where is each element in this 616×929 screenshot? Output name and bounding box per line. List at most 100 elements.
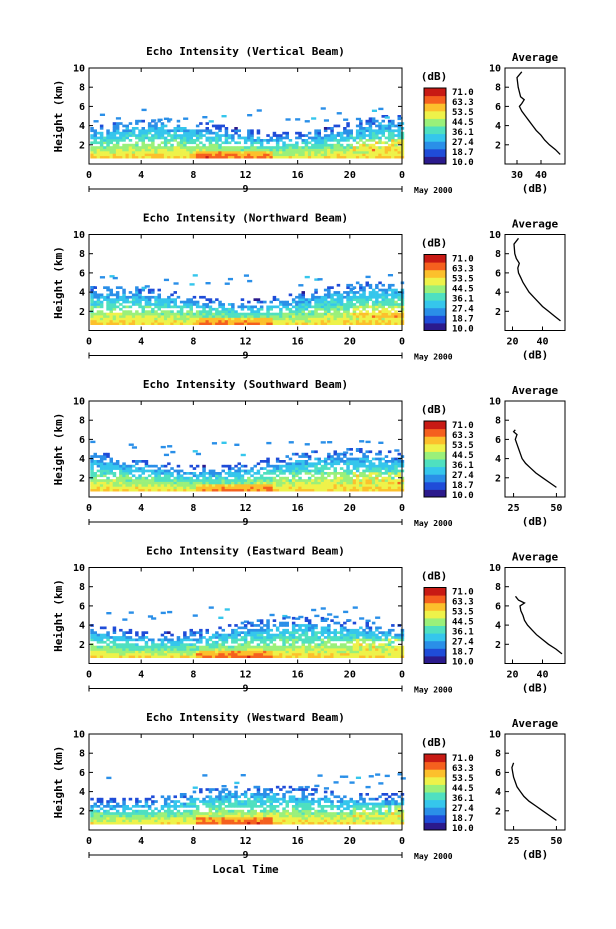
heatmap-cell	[157, 148, 161, 152]
colorbar-swatch	[424, 451, 446, 460]
heatmap-cell	[384, 655, 389, 658]
heatmap-cell	[375, 298, 379, 301]
heatmap-cell	[384, 312, 389, 316]
heatmap-cell	[192, 274, 198, 277]
heatmap-cell	[99, 633, 104, 637]
heatmap-cell	[119, 464, 123, 468]
heatmap-cell	[128, 469, 133, 473]
heatmap-cell	[163, 809, 168, 813]
heatmap-cell	[336, 153, 341, 157]
heatmap-cell	[368, 305, 373, 309]
heatmap-cell	[256, 312, 261, 316]
heatmap-cell	[176, 645, 181, 649]
heatmap-cell	[314, 650, 318, 654]
heatmap-cell	[138, 148, 142, 152]
heatmap-cell	[275, 467, 280, 470]
heatmap-cell	[307, 312, 312, 316]
heatmap-cell	[240, 648, 245, 651]
colorbar-label: 10.0	[452, 491, 474, 501]
heatmap-cell	[128, 467, 133, 470]
heatmap-cell	[122, 479, 126, 482]
heatmap-cell	[381, 151, 385, 154]
heatmap-cell	[259, 476, 264, 480]
heatmap-cell	[122, 293, 126, 297]
heatmap-cell	[391, 467, 395, 470]
heatmap-cell	[115, 155, 120, 159]
heatmap-cell	[394, 650, 398, 654]
heatmap-cell	[192, 488, 197, 492]
heatmap-cell	[115, 141, 120, 145]
heatmap-cell	[381, 293, 385, 297]
heatmap-cell	[362, 293, 366, 297]
heatmap-cell	[99, 462, 104, 466]
heatmap-cell	[355, 479, 360, 482]
heatmap-cell	[112, 636, 117, 639]
heatmap-cell	[106, 293, 110, 297]
heatmap-cell	[365, 631, 369, 634]
heatmap-cell	[307, 652, 312, 656]
heatmap-cell	[394, 134, 398, 137]
heatmap-cell	[106, 633, 110, 637]
x-tick-label: 8	[190, 670, 196, 681]
heatmap-cell	[90, 305, 94, 309]
heatmap-cell	[346, 319, 350, 323]
heatmap-cell	[291, 652, 296, 656]
heatmap-cell	[170, 488, 174, 492]
heatmap-cell	[115, 148, 120, 152]
heatmap-cell	[151, 288, 155, 292]
heatmap-cell	[288, 650, 293, 654]
heatmap-cell	[119, 131, 123, 135]
heatmap-cell	[256, 131, 261, 135]
heatmap-cell	[157, 127, 161, 130]
heatmap-cell	[336, 481, 341, 485]
heatmap-cell	[234, 479, 238, 482]
heatmap-cell	[272, 312, 277, 316]
heatmap-cell	[352, 472, 357, 475]
heatmap-cell	[90, 472, 94, 475]
heatmap-cell	[170, 645, 174, 649]
heatmap-cell	[384, 148, 389, 152]
colorbar-swatch	[424, 625, 446, 634]
heatmap-cell	[195, 317, 200, 321]
heatmap-cell	[288, 472, 293, 475]
heatmap-cell	[282, 488, 286, 492]
heatmap-cell	[378, 645, 382, 649]
heatmap-cell	[323, 139, 328, 142]
heatmap-cell	[384, 479, 389, 482]
heatmap-cell	[259, 146, 264, 149]
heatmap-cell	[362, 312, 366, 316]
heatmap-cell	[176, 479, 181, 482]
heatmap-cell	[243, 624, 248, 627]
heatmap-cell	[195, 809, 200, 813]
heatmap-cell	[311, 293, 315, 297]
heatmap-cell	[199, 640, 203, 644]
heatmap-cell	[371, 481, 376, 485]
heatmap-cell	[163, 655, 168, 658]
heatmap-cell	[157, 479, 161, 482]
heatmap-cell	[378, 315, 382, 318]
heatmap-cell	[189, 631, 193, 634]
heatmap-cell	[250, 624, 254, 627]
heatmap-cell	[266, 317, 270, 321]
heatmap-cell	[317, 303, 321, 306]
heatmap-cell	[183, 488, 187, 492]
heatmap-cell	[282, 621, 286, 625]
heatmap-cell	[256, 645, 261, 649]
heatmap-cell	[384, 146, 389, 149]
heatmap-cell	[275, 645, 280, 649]
heatmap-cell	[355, 645, 360, 649]
heatmap-cell	[144, 655, 149, 658]
heatmap-cell	[381, 484, 385, 487]
heatmap-cell	[221, 146, 225, 149]
heatmap-cell	[176, 151, 181, 154]
heatmap-cell	[336, 652, 341, 656]
heatmap-cell	[311, 450, 315, 454]
heatmap-cell	[320, 315, 325, 318]
heatmap-cell	[131, 814, 136, 818]
heatmap-cell	[266, 460, 270, 463]
heatmap-cell	[112, 481, 117, 485]
heatmap-cell	[234, 636, 238, 639]
heatmap-cell	[215, 488, 219, 492]
heatmap-cell	[237, 322, 241, 325]
heatmap-cell	[314, 472, 318, 475]
